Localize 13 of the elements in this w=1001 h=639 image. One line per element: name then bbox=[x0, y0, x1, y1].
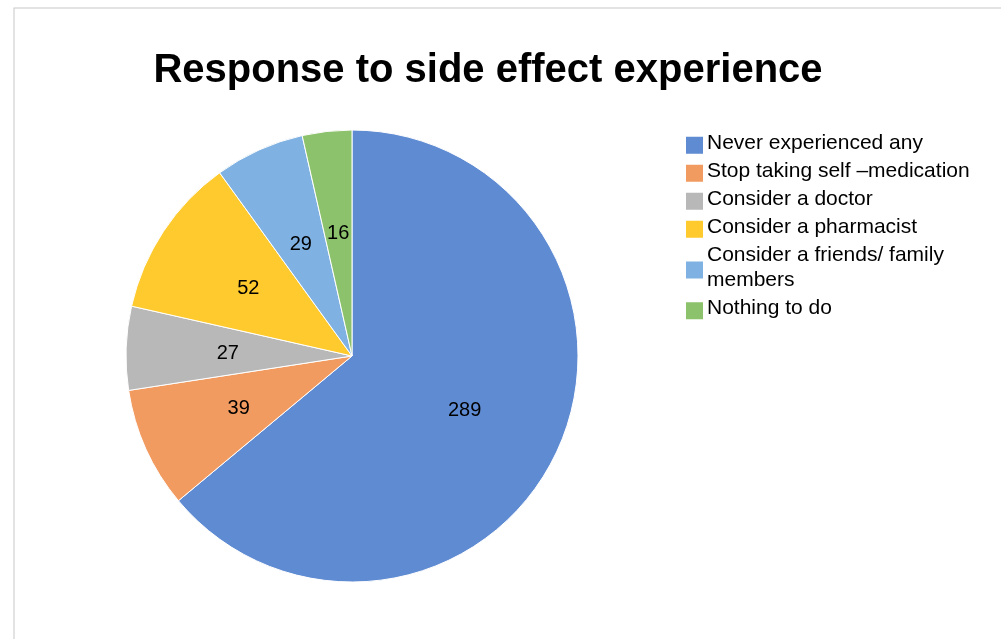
chart-title: Response to side effect experience bbox=[153, 46, 823, 90]
data-label: 289 bbox=[447, 397, 482, 420]
data-label: 16 bbox=[327, 221, 350, 244]
data-label: 52 bbox=[237, 276, 260, 299]
legend-label: Stop taking self –medication bbox=[707, 157, 970, 181]
legend-label: Consider a doctor bbox=[707, 185, 873, 209]
data-label: 39 bbox=[227, 396, 250, 419]
legend-label: Consider a friends/ family members bbox=[707, 241, 945, 290]
legend-label: Never experienced any bbox=[707, 129, 924, 153]
data-label: 27 bbox=[216, 340, 239, 363]
legend-label: Nothing to do bbox=[707, 295, 832, 319]
data-label: 29 bbox=[289, 231, 312, 254]
legend-label: Consider a pharmacist bbox=[707, 213, 918, 237]
